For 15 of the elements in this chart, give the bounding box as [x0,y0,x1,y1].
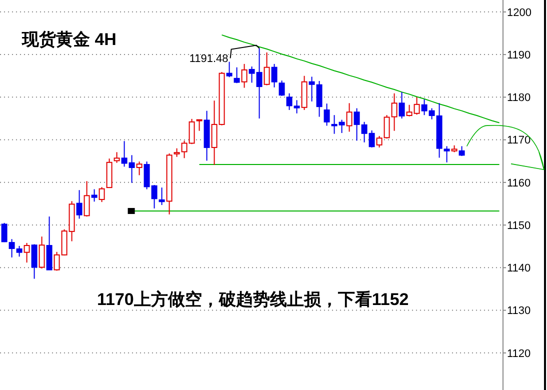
y-tick-label: 1190 [507,49,531,62]
y-tick-label: 1140 [507,262,531,275]
candlestick [241,63,248,88]
annotation: 1191.48 [189,53,228,66]
y-tick-label: 1160 [507,177,531,190]
y-tick-label: 1180 [507,92,531,104]
y-tick-label: 1170 [507,134,531,147]
y-tick-label: 1120 [507,348,531,360]
text: 现货黄金 4H [21,30,116,49]
y-tick-label: 1200 [507,6,532,19]
annotation: 1170上方做空，破趋势线止损，下看1152 [97,290,409,309]
y-tick-label: 1150 [507,220,531,232]
candlestick [346,102,352,132]
y-tick-label: 1130 [507,305,531,318]
candlestick [204,110,210,162]
